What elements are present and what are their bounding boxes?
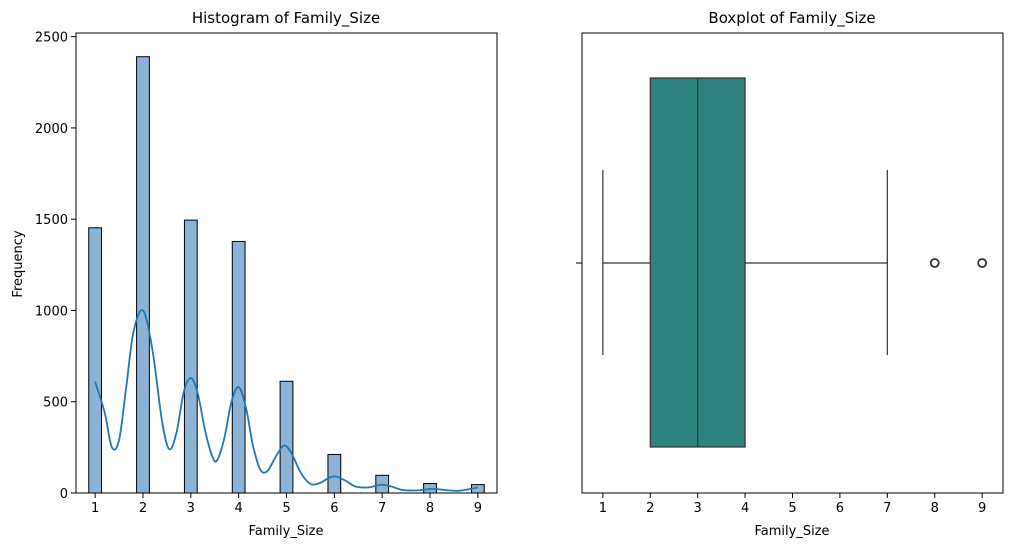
histogram-bar-2 (136, 56, 150, 494)
boxplot-x-tick-label-7: 7 (883, 501, 891, 516)
histogram-y-tick-label-500: 500 (43, 396, 68, 411)
histogram-x-tick-label-6: 6 (330, 501, 338, 516)
boxplot-marks (602, 77, 988, 448)
histogram-y-tick-label-0: 0 (60, 487, 68, 502)
boxplot-x-tick-label-2: 2 (646, 501, 654, 516)
histogram-x-tick-label-7: 7 (378, 501, 386, 516)
histogram-x-label: Family_Size (248, 524, 323, 539)
boxplot-outlier-8 (929, 258, 940, 268)
histogram-x-tick-label-9: 9 (474, 501, 482, 516)
histogram-x-tick-label-1: 1 (91, 501, 99, 516)
histogram-x-tick-label-5: 5 (282, 501, 290, 516)
boxplot-x-tick-label-4: 4 (741, 501, 749, 516)
histogram-bars (88, 56, 485, 494)
boxplot-x-tick-label-8: 8 (931, 501, 939, 516)
histogram-y-tick-label-1500: 1500 (35, 213, 68, 228)
boxplot-panel: 1 2 3 4 5 6 7 8 9 Boxplot of Family_Size Family_… (576, 9, 1004, 539)
histogram-y-tick-label-2500: 2500 (35, 31, 68, 46)
histogram-bar-1 (88, 227, 103, 494)
histogram-x-tick-label-8: 8 (426, 501, 434, 516)
boxplot-x-tick-label-6: 6 (836, 501, 844, 516)
boxplot-x-tick-label-3: 3 (694, 501, 702, 516)
histogram-panel: 1 2 3 4 5 6 7 8 9 0 500 1000 1500 2000 2500 Histogram… (11, 9, 498, 539)
boxplot-x-tick-label-9: 9 (978, 501, 986, 516)
histogram-y-label: Frequency (11, 230, 26, 297)
histogram-title: Histogram of Family_Size (192, 9, 380, 28)
histogram-kde-line (94, 309, 479, 492)
histogram-y-ticks: 0 500 1000 1500 2000 2500 (35, 31, 76, 502)
boxplot-title: Boxplot of Family_Size (708, 9, 875, 28)
boxplot-x-label: Family_Size (754, 524, 829, 539)
boxplot-outlier-9 (977, 258, 988, 268)
histogram-x-ticks: 1 2 3 4 5 6 7 8 9 (91, 493, 482, 516)
histogram-x-tick-label-2: 2 (139, 501, 147, 516)
boxplot-x-tick-label-5: 5 (788, 501, 796, 516)
histogram-y-tick-label-1000: 1000 (35, 304, 68, 319)
boxplot-x-tick-label-1: 1 (599, 501, 607, 516)
histogram-bar-3 (183, 219, 198, 494)
histogram-x-tick-label-3: 3 (187, 501, 195, 516)
histogram-y-tick-label-2000: 2000 (35, 122, 68, 137)
histogram-bar-5 (279, 380, 294, 494)
histogram-bar-4 (231, 240, 246, 494)
histogram-bar-6 (327, 453, 342, 494)
boxplot-x-ticks: 1 2 3 4 5 6 7 8 9 (599, 493, 986, 516)
histogram-x-tick-label-4: 4 (235, 501, 243, 516)
